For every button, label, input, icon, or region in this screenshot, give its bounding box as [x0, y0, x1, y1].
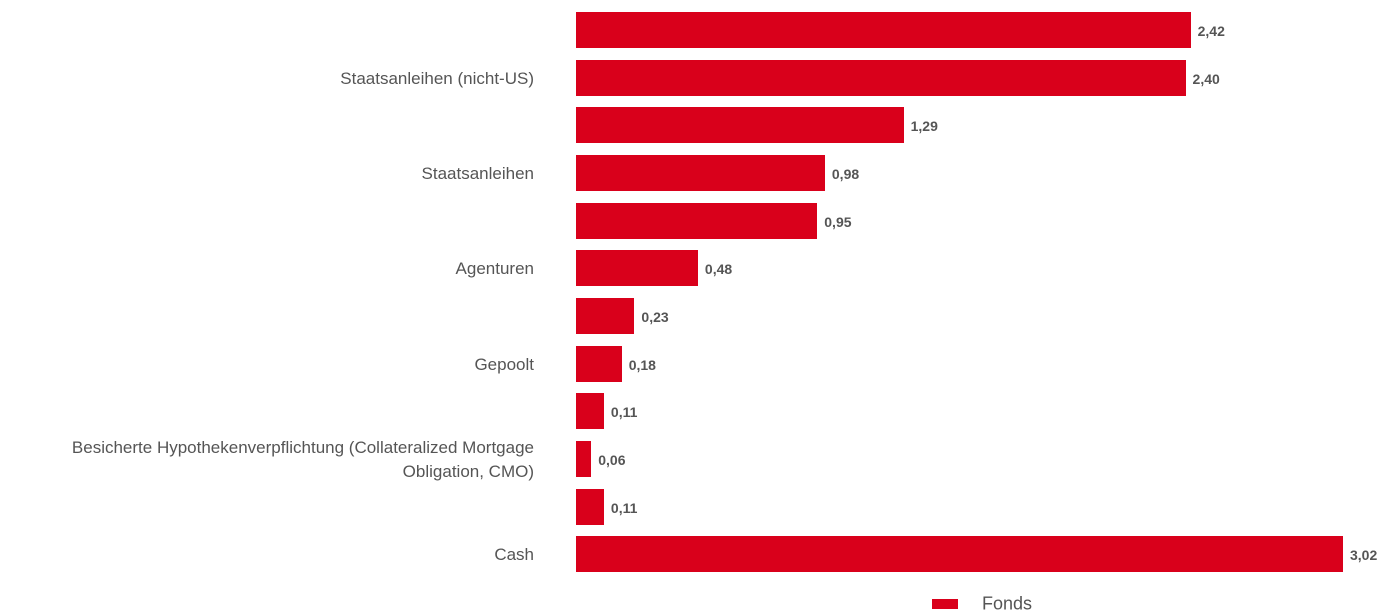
bar: [576, 59, 1186, 96]
bar: [576, 250, 698, 287]
value-label: 0,11: [610, 404, 638, 421]
category-label: Staatsanleihen (nicht-US): [340, 68, 534, 88]
bar: [576, 107, 904, 144]
value-label: 0,06: [598, 451, 626, 468]
value-label: 0,11: [610, 499, 638, 516]
category-label: Gepoolt: [474, 354, 534, 374]
bar: [576, 345, 622, 382]
bar: [576, 393, 604, 430]
category-label: Besicherte Hypothekenverpflichtung (Coll…: [71, 437, 534, 481]
bar: [576, 154, 825, 191]
value-label: 3,02: [1350, 547, 1378, 564]
bar: [576, 202, 818, 239]
value-label: 0,95: [824, 213, 852, 230]
category-label: Cash: [494, 545, 534, 565]
value-label: 0,48: [704, 261, 733, 278]
value-label: 0,98: [831, 165, 860, 182]
category-label: Agenturen: [455, 259, 534, 279]
bar: [576, 440, 592, 477]
legend-swatch: [932, 599, 958, 609]
category-label: Staatsanleihen: [421, 163, 534, 183]
bar: [576, 297, 635, 334]
value-label: 0,18: [628, 356, 656, 373]
value-label: 0,23: [641, 308, 669, 325]
value-label: 2,40: [1192, 70, 1220, 87]
bar: [576, 488, 604, 525]
legend-label: Fonds: [982, 593, 1033, 614]
value-label: 1,29: [910, 118, 938, 135]
bar: [576, 536, 1343, 573]
value-label: 2,42: [1197, 23, 1225, 39]
bar: [576, 12, 1191, 48]
